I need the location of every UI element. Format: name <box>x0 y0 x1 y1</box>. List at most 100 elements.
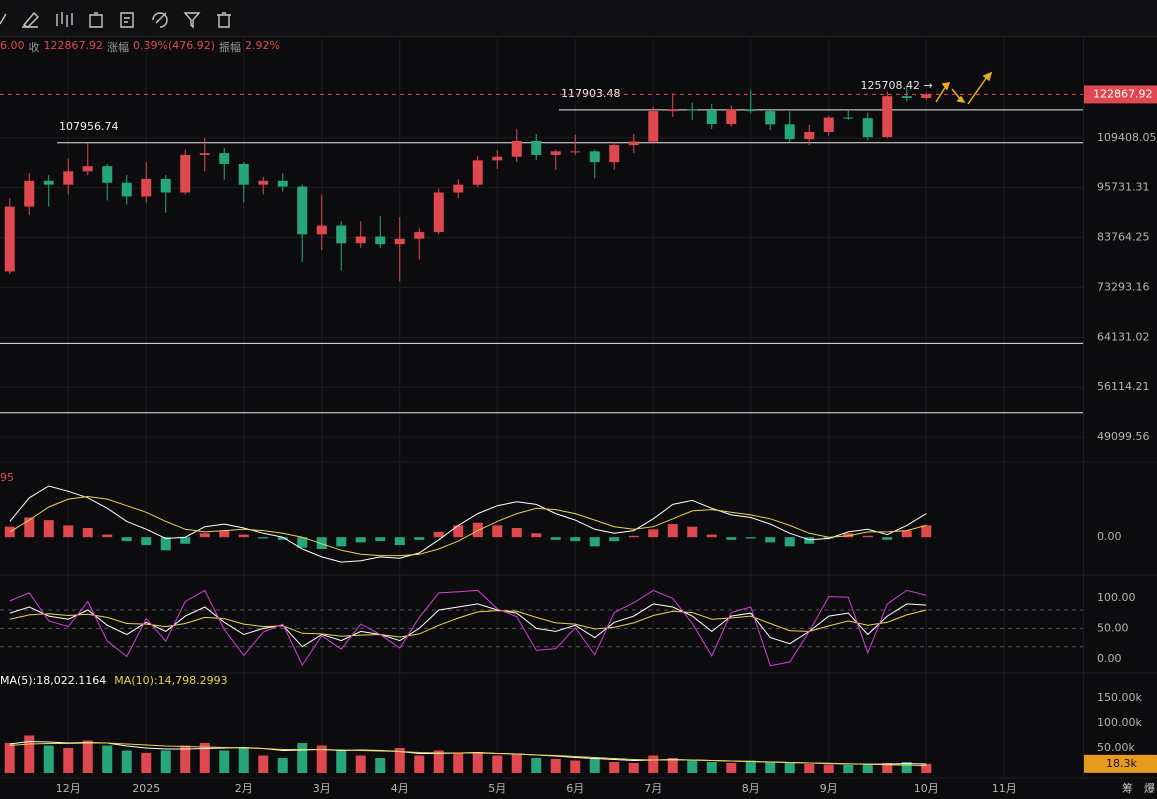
macd-bar <box>921 525 932 538</box>
volume-bar <box>160 750 171 773</box>
candle-body <box>765 111 776 125</box>
macd-bar <box>648 529 659 538</box>
volume-bar <box>414 755 425 773</box>
candle-body <box>180 154 191 193</box>
candle-body <box>277 180 288 187</box>
tool-line[interactable] <box>0 13 7 25</box>
macd-bar <box>472 522 483 538</box>
side-tab: 筹 <box>1122 781 1133 795</box>
x-tick-label: 11月 <box>992 782 1017 795</box>
macd-bar <box>102 534 113 538</box>
macd-bar <box>277 537 288 540</box>
tool-candle[interactable] <box>56 12 73 27</box>
candle-body <box>297 186 308 235</box>
header-item: 6.00 <box>0 39 25 52</box>
candle-body <box>882 96 893 138</box>
volume-bar <box>258 755 269 773</box>
macd-bar <box>121 537 132 542</box>
y-tick-label: 0.00 <box>1097 652 1122 665</box>
macd-bar <box>24 517 35 538</box>
candle-body <box>511 140 522 157</box>
volume-bar <box>745 760 756 773</box>
candle-body <box>238 163 249 185</box>
volume-bar <box>238 748 249 773</box>
tool-pen[interactable] <box>22 11 39 28</box>
candle-body <box>804 132 815 140</box>
volume-bar <box>453 753 464 773</box>
macd-bar <box>453 525 464 538</box>
volume-bar <box>550 759 561 773</box>
macd-bar <box>238 534 249 538</box>
tool-delete[interactable] <box>217 12 231 28</box>
y-tick-label: 0.00 <box>1097 530 1122 543</box>
y-tick-label: 49099.56 <box>1097 430 1150 443</box>
candle-body <box>492 156 503 161</box>
candle-body <box>609 145 620 163</box>
volume-bar <box>277 758 288 773</box>
candle-body <box>316 225 327 235</box>
toolbar-icons[interactable] <box>0 11 231 29</box>
x-tick-label: 10月 <box>914 782 939 795</box>
macd-bar <box>862 535 873 538</box>
macd-bar <box>765 537 776 543</box>
volume-bar <box>609 762 620 773</box>
x-tick-label: 3月 <box>313 782 331 795</box>
volume-bar <box>102 745 113 773</box>
macd-bar <box>550 537 561 540</box>
volume-bar <box>648 755 659 773</box>
header-item: 122867.92 <box>43 39 104 52</box>
candle-body <box>453 184 464 193</box>
macd-bar <box>375 537 386 542</box>
price-line-label: 117903.48 <box>561 87 621 100</box>
kdj-line <box>9 603 927 648</box>
macd-bar <box>336 537 347 547</box>
last-price-label: 122867.92 <box>1093 87 1153 100</box>
y-tick-label: 83764.25 <box>1097 231 1150 244</box>
macd-line <box>9 485 927 563</box>
candle-body <box>550 151 561 155</box>
macd-bar <box>4 526 15 538</box>
x-tick-label: 5月 <box>488 782 506 795</box>
y-tick-label: 73293.16 <box>1097 280 1150 293</box>
candle-body <box>589 151 600 163</box>
volume-bar <box>901 762 912 773</box>
tool-magnet[interactable] <box>152 12 168 28</box>
y-tick-label: 100.00 <box>1097 591 1136 604</box>
volume-bar <box>667 758 678 773</box>
candle-body <box>160 178 171 193</box>
macd-bar <box>355 537 366 543</box>
candle-body <box>921 94 932 98</box>
volume-bar <box>24 735 35 773</box>
tool-filter[interactable] <box>183 12 201 29</box>
header-item: 2.92% <box>245 39 280 52</box>
candle-body <box>745 109 756 112</box>
candle-body <box>667 109 678 112</box>
candle-body <box>82 166 93 172</box>
tool-lock[interactable] <box>89 12 103 28</box>
x-tick-label: 7月 <box>644 782 662 795</box>
candle-body <box>355 236 366 244</box>
candle-body <box>726 109 737 125</box>
candle-body <box>141 178 152 197</box>
candle-body <box>687 109 698 111</box>
macd-bar <box>531 533 542 538</box>
y-tick-label: 64131.02 <box>1097 330 1150 343</box>
tool-note[interactable] <box>120 12 134 28</box>
macd-bar <box>433 531 444 538</box>
candle-body <box>648 111 659 142</box>
volume-bar <box>862 764 873 773</box>
macd-bar <box>180 537 191 544</box>
candle-body <box>472 160 483 185</box>
y-tick-label: 50.00k <box>1097 741 1135 754</box>
macd-bar <box>141 537 152 546</box>
volume-bar <box>784 763 795 773</box>
kdj-line <box>9 609 927 638</box>
volume-bar <box>843 765 854 773</box>
y-tick-label: 56114.21 <box>1097 380 1150 393</box>
volume-ma-line <box>9 742 927 767</box>
candle-body <box>102 166 113 183</box>
macd-bar <box>316 537 327 549</box>
y-tick-label: 109408.05 <box>1097 131 1157 144</box>
volume-bar <box>570 760 581 773</box>
